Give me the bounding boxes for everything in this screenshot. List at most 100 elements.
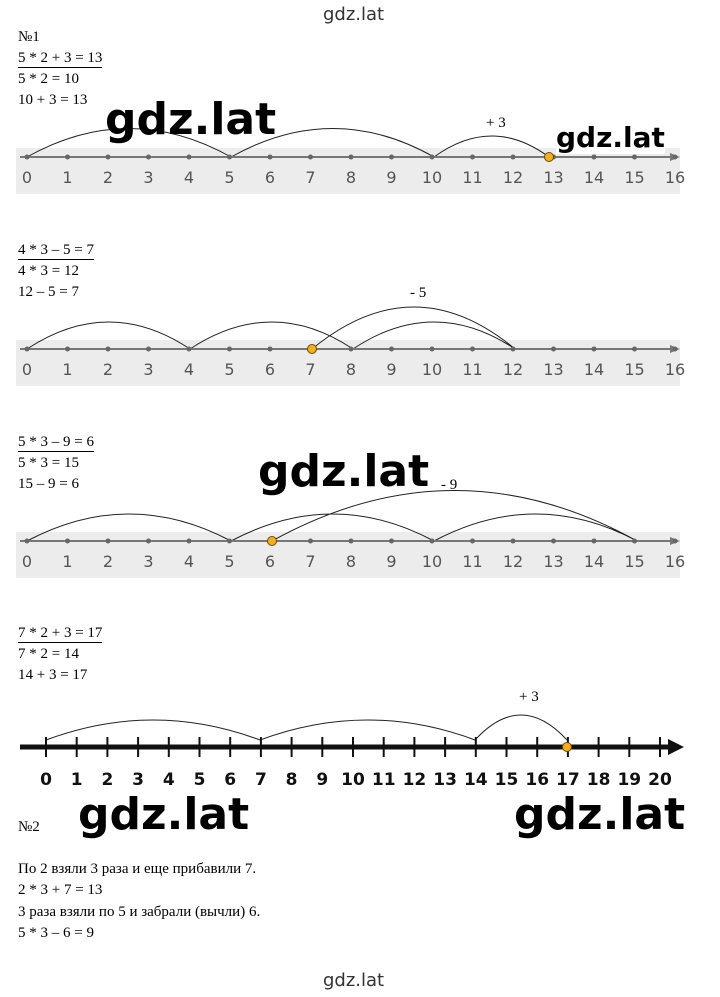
- step: 7 * 2 = 14: [18, 646, 79, 662]
- tick: [348, 154, 354, 160]
- tick: [672, 538, 678, 544]
- tick-label: 10: [422, 360, 442, 379]
- tick-label: 3: [143, 360, 153, 379]
- tick-label: 17: [556, 770, 580, 790]
- tick-label: 5: [224, 168, 234, 187]
- tick: [510, 154, 516, 160]
- tick-label: 9: [316, 770, 328, 790]
- annotation: + 3: [519, 689, 539, 705]
- tick: [308, 154, 313, 160]
- tick-label: 20: [648, 770, 672, 790]
- tick-label: 4: [163, 770, 175, 790]
- step: 5 * 2 = 10: [18, 71, 79, 87]
- tick-label: 15: [624, 360, 644, 379]
- tick: [146, 538, 151, 544]
- tick: [24, 154, 30, 160]
- tick-label: 14: [464, 770, 488, 790]
- text-line: 5 * 3 – 6 = 9: [18, 925, 94, 941]
- tick-label: 14: [584, 360, 604, 379]
- footer: gdz.lat: [323, 970, 385, 991]
- annotation: - 5: [410, 285, 427, 301]
- step: 14 + 3 = 17: [18, 667, 88, 683]
- tick: [632, 346, 637, 352]
- tick: [186, 346, 192, 352]
- tick: [672, 154, 678, 160]
- tick-label: 13: [543, 168, 563, 187]
- tick: [186, 538, 192, 544]
- equation: 5 * 3 – 9 = 6: [18, 434, 94, 452]
- tick-label: 11: [372, 770, 396, 790]
- tick: [632, 538, 637, 544]
- arrow: [668, 739, 684, 755]
- tick-label: 11: [462, 360, 482, 379]
- tick: [591, 154, 597, 160]
- step: 4 * 3 = 12: [18, 263, 79, 279]
- tick-label: 2: [103, 168, 113, 187]
- tick-label: 5: [224, 360, 234, 379]
- tick: [24, 346, 30, 352]
- tick: [429, 154, 435, 160]
- text-line: 3 раза взяли по 5 и забрали (вычли) 6.: [18, 904, 261, 920]
- tick-label: 16: [665, 360, 685, 379]
- tick-label: 16: [525, 770, 549, 790]
- tick: [308, 538, 313, 544]
- watermark: gdz.lat: [556, 121, 665, 154]
- tick-label: 12: [503, 552, 523, 571]
- tick-label: 7: [305, 360, 315, 379]
- step: 15 – 9 = 6: [18, 476, 79, 492]
- tick: [510, 346, 516, 352]
- equation: 4 * 3 – 5 = 7: [18, 242, 94, 260]
- tick-label: 16: [665, 168, 685, 187]
- arc: [26, 490, 638, 542]
- equation: 5 * 2 + 3 = 13: [18, 50, 103, 68]
- tick: [24, 538, 30, 544]
- tick-label: 8: [346, 552, 356, 571]
- tick-label: 11: [462, 168, 482, 187]
- tick: [429, 346, 435, 352]
- tick-label: 14: [584, 168, 604, 187]
- tick-label: 6: [224, 770, 236, 790]
- tick: [389, 346, 394, 352]
- tick: [632, 154, 637, 160]
- tick: [389, 538, 394, 544]
- tick-label: 0: [22, 168, 32, 187]
- tick: [105, 538, 111, 544]
- tick-label: 6: [265, 360, 275, 379]
- tick-label: 0: [22, 552, 32, 571]
- tick-label: 0: [22, 360, 32, 379]
- tick-label: 9: [386, 360, 396, 379]
- tick-label: 2: [103, 552, 113, 571]
- arc: [26, 306, 516, 350]
- tick-label: 8: [346, 360, 356, 379]
- tick: [429, 538, 435, 544]
- watermark: gdz.lat: [514, 789, 686, 840]
- tick-label: 1: [62, 168, 72, 187]
- tick: [186, 154, 192, 160]
- tick-label: 7: [305, 552, 315, 571]
- tick-label: 2: [103, 360, 113, 379]
- tick: [672, 346, 678, 352]
- tick: [65, 538, 70, 544]
- tick-label: 6: [265, 168, 275, 187]
- tick-label: 10: [341, 770, 365, 790]
- tick: [227, 346, 232, 352]
- tick-label: 8: [346, 168, 356, 187]
- tick-label: 1: [62, 552, 72, 571]
- watermark: gdz.lat: [105, 94, 277, 145]
- arc: [45, 714, 568, 741]
- tick: [65, 154, 70, 160]
- tick-label: 18: [587, 770, 611, 790]
- tick-label: 13: [543, 552, 563, 571]
- tick-label: 5: [194, 770, 206, 790]
- tick: [389, 154, 394, 160]
- tick: [591, 346, 597, 352]
- tick: [551, 346, 556, 352]
- arc: [26, 128, 550, 158]
- equation: 7 * 2 + 3 = 17: [18, 625, 103, 643]
- tick: [146, 346, 151, 352]
- tick-label: 5: [224, 552, 234, 571]
- tick-label: 15: [624, 168, 644, 187]
- tick: [267, 154, 273, 160]
